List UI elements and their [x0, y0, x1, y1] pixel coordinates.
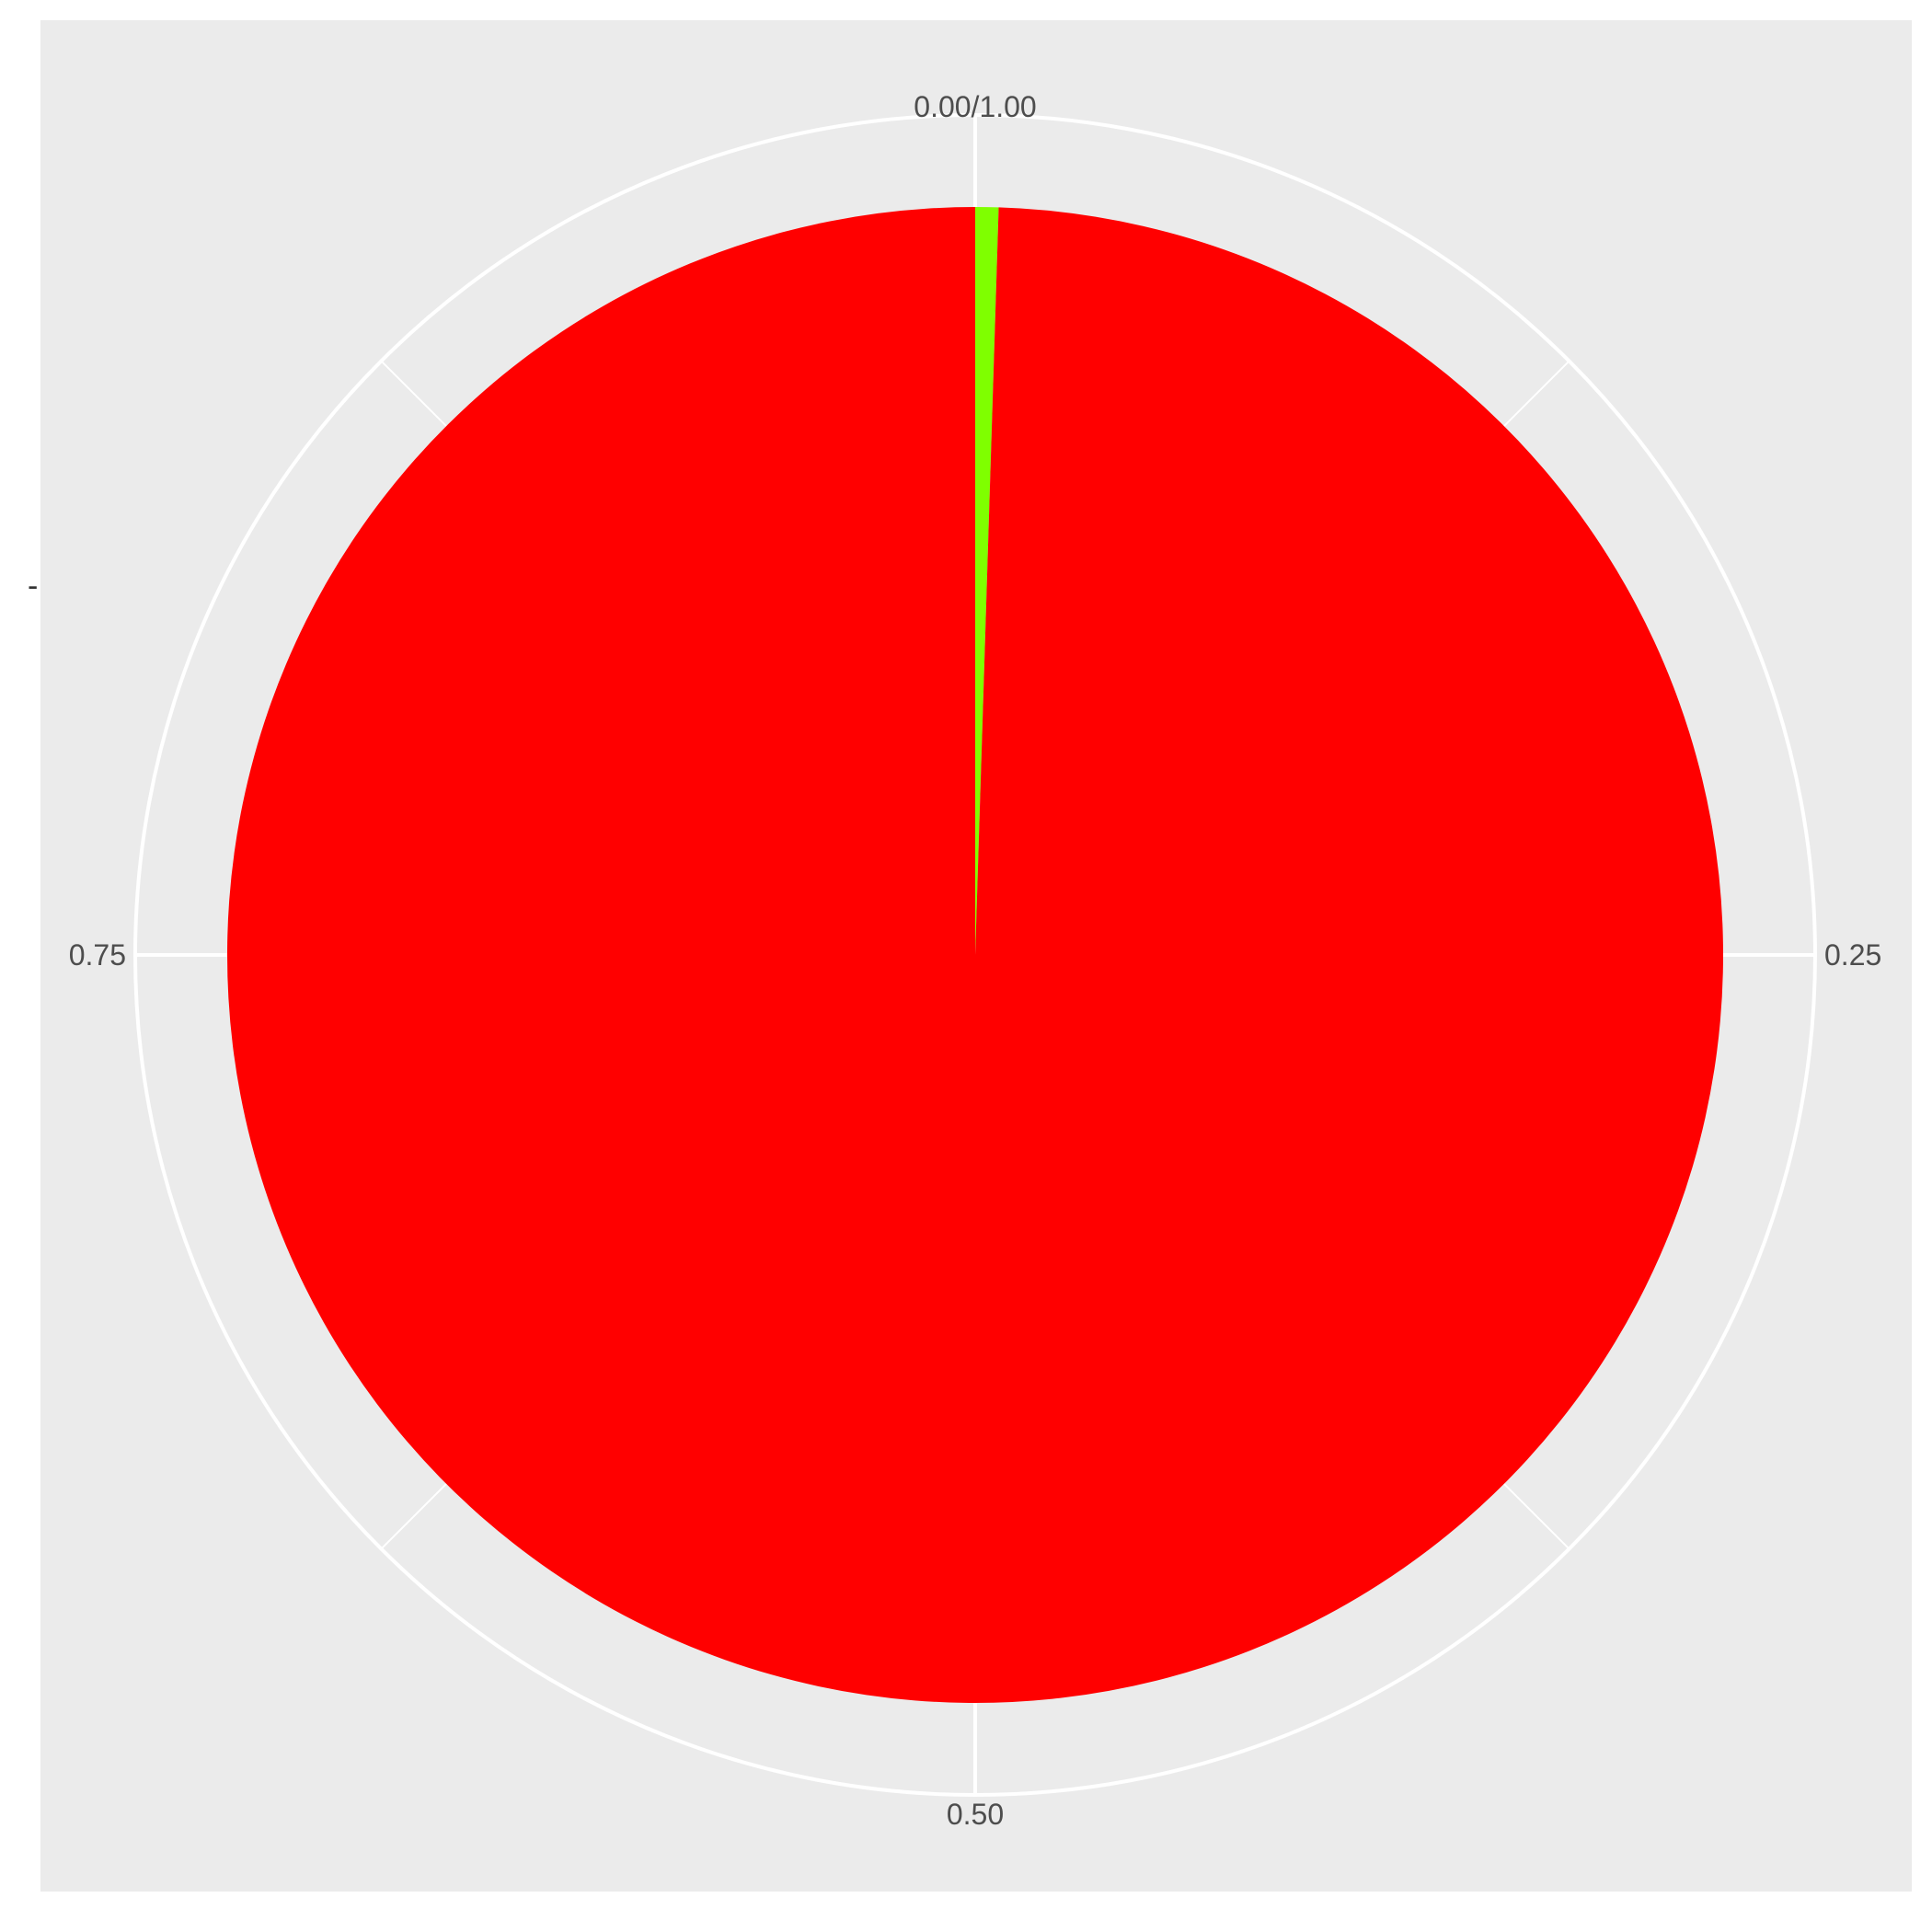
pie-slices: [227, 207, 1724, 1704]
pie-slice-1: [227, 207, 1724, 1704]
theta-tick-label-0: 0.00/1.00: [914, 90, 1036, 123]
theta-tick-labels: 0.00/1.00 0.25 0.50 0.75: [69, 90, 1882, 1831]
y-axis-tick-label: -: [28, 569, 38, 604]
theta-tick-label-1: 0.25: [1824, 938, 1881, 972]
theta-tick-label-2: 0.50: [947, 1798, 1004, 1831]
theta-tick-label-3: 0.75: [69, 938, 126, 972]
pie-slice-0: [975, 207, 999, 955]
